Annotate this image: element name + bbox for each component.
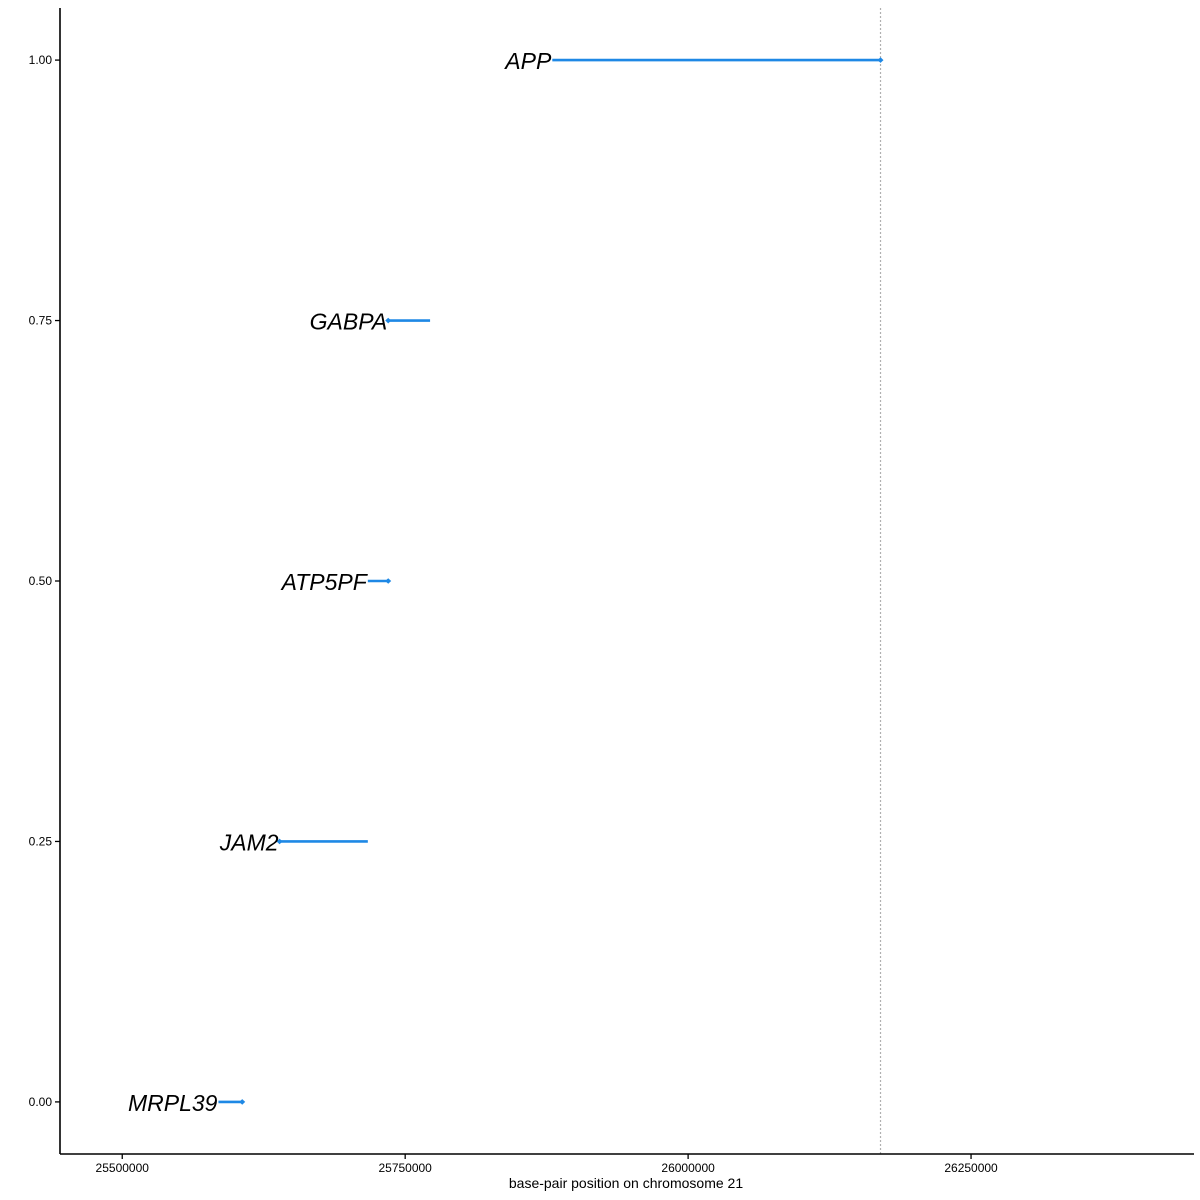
y-tick-label: 0.00	[29, 1095, 53, 1109]
y-ticks-layer: 0.00 0.25 0.50 0.75 1.00	[29, 53, 60, 1109]
gene-arrow-marker-app	[877, 57, 884, 63]
x-tick-label: 25500000	[96, 1161, 150, 1175]
gene-label-app: APP	[503, 48, 552, 74]
y-tick-label: 0.50	[29, 574, 53, 588]
gene-arrow-marker-jam2	[276, 838, 283, 845]
gene-arrow-marker-gabpa	[385, 317, 392, 324]
gene-arrow-marker-mrpl39	[239, 1099, 246, 1105]
gene-label-atp5pf: ATP5PF	[280, 569, 369, 595]
axes-layer	[59, 8, 1194, 1155]
y-tick-label: 0.25	[29, 834, 53, 848]
gene-label-jam2: JAM2	[219, 829, 279, 855]
y-tick-label: 0.75	[29, 314, 53, 328]
x-ticks-layer: 25500000 25750000 26000000 26250000	[96, 1154, 998, 1175]
x-axis-title: base-pair position on chromosome 21	[509, 1175, 743, 1191]
x-tick-label: 26000000	[661, 1161, 715, 1175]
gene-arrow-marker-atp5pf	[385, 578, 392, 584]
x-tick-label: 26250000	[944, 1161, 998, 1175]
gene-label-mrpl39: MRPL39	[128, 1090, 218, 1116]
gene-label-gabpa: GABPA	[310, 309, 388, 335]
gene-labels-layer: MRPL39 JAM2 ATP5PF GABPA APP	[128, 48, 552, 1116]
x-tick-label: 25750000	[378, 1161, 432, 1175]
gene-segments-layer	[218, 57, 884, 1105]
y-tick-label: 1.00	[29, 53, 53, 67]
